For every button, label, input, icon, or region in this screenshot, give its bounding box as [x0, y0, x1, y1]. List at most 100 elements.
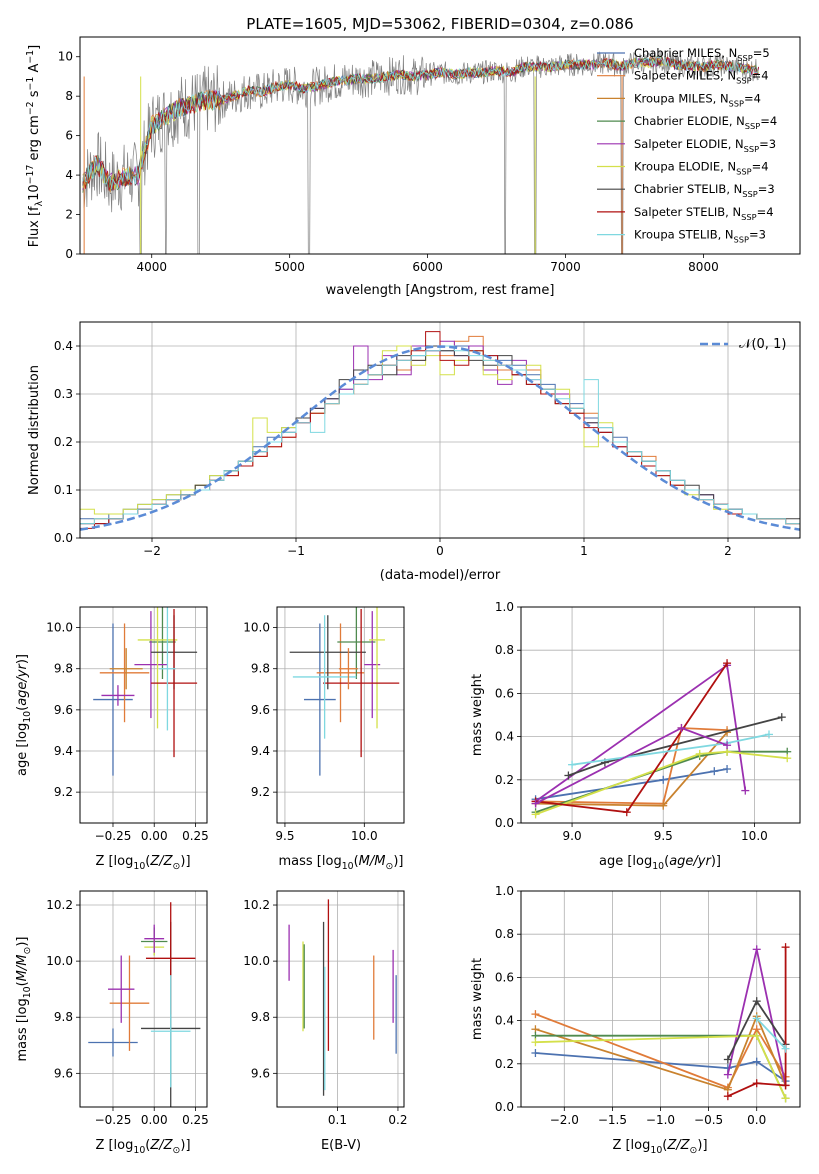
label-part: SSP — [736, 76, 751, 86]
x-tick-label: 10.0 — [351, 829, 378, 843]
y-tick-label: 9.6 — [54, 1066, 73, 1080]
axes-frame-group: −0.25 0.00 0.259.29.49.69.810.0Z [log10(Z/… — [15, 606, 209, 872]
histogram-step-line — [80, 345, 800, 525]
label-part: Chabrier ELODIE, N — [634, 114, 745, 128]
weight-line — [535, 1013, 787, 1091]
x-tick-label: 9.5 — [275, 829, 294, 843]
label-part: (0, 1) — [751, 337, 786, 352]
plot-area — [93, 607, 198, 776]
axes-frame-group: 9.5 10.0 9.2 9.4 9.6 9.8 10.0 mass [log10(M/M⊙)… — [243, 606, 405, 872]
x-tick-label: −0.5 — [694, 1113, 723, 1127]
y-tick-label: 0.2 — [495, 773, 514, 787]
y-tick-label: 9.8 — [54, 1010, 73, 1024]
legend-label: Kroupa ELODIE, NSSP=4 — [634, 160, 769, 177]
label-part: ( — [354, 854, 359, 869]
y-tick-label: 0.0 — [495, 1100, 514, 1114]
weight-line — [535, 768, 728, 801]
plot-area — [531, 943, 790, 1103]
y-tick-label: 10.0 — [243, 954, 270, 968]
y-tick-label: 10.2 — [46, 898, 73, 912]
x-tick-label: 2 — [724, 544, 732, 558]
spectrum-model-line — [82, 55, 759, 191]
x-tick-label: −1 — [287, 544, 305, 558]
label-part: −1 — [25, 77, 36, 91]
y-axis-label: mass weight — [470, 958, 485, 1040]
label-part: Z/Z — [149, 854, 173, 869]
x-tick-label: −2 — [143, 544, 161, 558]
label-part: Flux [f — [27, 206, 42, 247]
axes-frame-group: 4000 5000 6000 7000 8000 0 2 4 6 8 10 Chabrier MILE… — [25, 36, 801, 298]
label-part: )] — [15, 937, 30, 947]
label-part: 𝒩 — [739, 337, 754, 352]
legend-label: Chabrier STELIB, NSSP=3 — [634, 182, 775, 199]
x-axis-label: Z [log10(Z/Z⊙)] — [95, 854, 190, 872]
label-part: SSP — [729, 98, 744, 108]
y-tick-label: 9.8 — [251, 662, 270, 676]
x-tick-label: 9.5 — [654, 829, 673, 843]
plot-area — [82, 49, 759, 254]
legend-label: Salpeter STELIB, NSSP=4 — [634, 205, 774, 222]
label-part: =5 — [753, 46, 770, 60]
weight-age-axes: 9.0 9.5 10.0 0.0 0.2 0.4 0.6 0.8 1.0 age [log10(a… — [470, 600, 801, 872]
plot-area — [289, 607, 400, 776]
label-part: Z [log — [95, 1138, 133, 1153]
label-part: )] — [180, 854, 190, 869]
label-part: )] — [697, 1138, 707, 1153]
weight-line — [535, 750, 788, 816]
label-part: )] — [15, 654, 30, 664]
y-tick-label: 0.4 — [54, 339, 73, 353]
label-part: age [log — [599, 854, 652, 869]
x-tick-label: 5000 — [274, 260, 305, 274]
label-part: age [log — [15, 723, 30, 776]
axes-frame-group: −2 −1 0 1 2 0.0 0.1 0.2 0.3 0.4 𝒩(0, 1) (data-model… — [27, 321, 801, 583]
x-tick-label: 10.0 — [741, 829, 768, 843]
mass-z-axes: −0.25 0.00 0.259.69.810.010.2Z [log10(Z/Z⊙… — [15, 890, 209, 1156]
label-part: Kroupa MILES, N — [634, 91, 729, 105]
legend-label: Salpeter MILES, NSSP=4 — [634, 69, 769, 86]
label-part: 10 — [342, 861, 354, 872]
legend-label: Kroupa MILES, NSSP=4 — [634, 91, 761, 108]
label-part: age/yr — [669, 854, 712, 869]
label-part: SSP — [742, 189, 757, 199]
label-part: 10 — [22, 986, 33, 998]
axes-frame — [276, 890, 405, 1108]
y-tick-label: 9.6 — [54, 703, 73, 717]
axes-frame-group: −0.25 0.00 0.259.69.810.010.2Z [log10(Z/Z⊙… — [15, 890, 209, 1156]
label-part: age/yr — [15, 662, 30, 705]
y-axis-label: Normed distribution — [27, 365, 42, 495]
y-tick-label: 9.8 — [54, 662, 73, 676]
y-axis-label: mass [log10(M/M⊙)] — [15, 937, 33, 1062]
normal-curve — [80, 345, 800, 531]
x-axis-label: E(B-V) — [321, 1138, 361, 1153]
label-part: )] — [711, 854, 721, 869]
label-part: ⊙ — [173, 861, 181, 872]
label-part: −2 — [25, 101, 36, 115]
label-part: Z/Z — [666, 1138, 690, 1153]
y-tick-label: 6 — [65, 129, 73, 143]
label-part: ( — [15, 981, 30, 986]
axes-frame — [520, 606, 801, 824]
y-axis-label: Flux [fλ10−17 erg cm−2 s−1 A−1] — [25, 45, 45, 247]
label-part: =4 — [760, 114, 777, 128]
label-part: M/M — [15, 955, 30, 982]
label-part: SSP — [736, 167, 751, 177]
mass-ebv-axes: 0.1 0.2 9.6 9.8 10.0 10.2 E(B-V) — [243, 890, 407, 1153]
x-tick-label: 0.00 — [141, 829, 168, 843]
label-part: =3 — [759, 137, 776, 151]
label-part: 10 — [27, 184, 42, 201]
x-tick-label: 0.00 — [141, 1113, 168, 1127]
y-tick-label: 0.8 — [495, 927, 514, 941]
x-tick-label: 8000 — [688, 260, 719, 274]
label-part: ⊙ — [385, 861, 393, 872]
y-tick-label: 0.4 — [495, 730, 514, 744]
y-tick-label: 4 — [65, 168, 73, 182]
label-part: Salpeter MILES, N — [634, 69, 736, 83]
label-part: 10 — [650, 1145, 662, 1156]
label-part: ( — [145, 854, 150, 869]
label-part: =4 — [744, 91, 761, 105]
y-tick-label: 0.3 — [54, 387, 73, 401]
label-part: 10 — [22, 711, 33, 723]
label-part: =3 — [758, 182, 775, 196]
